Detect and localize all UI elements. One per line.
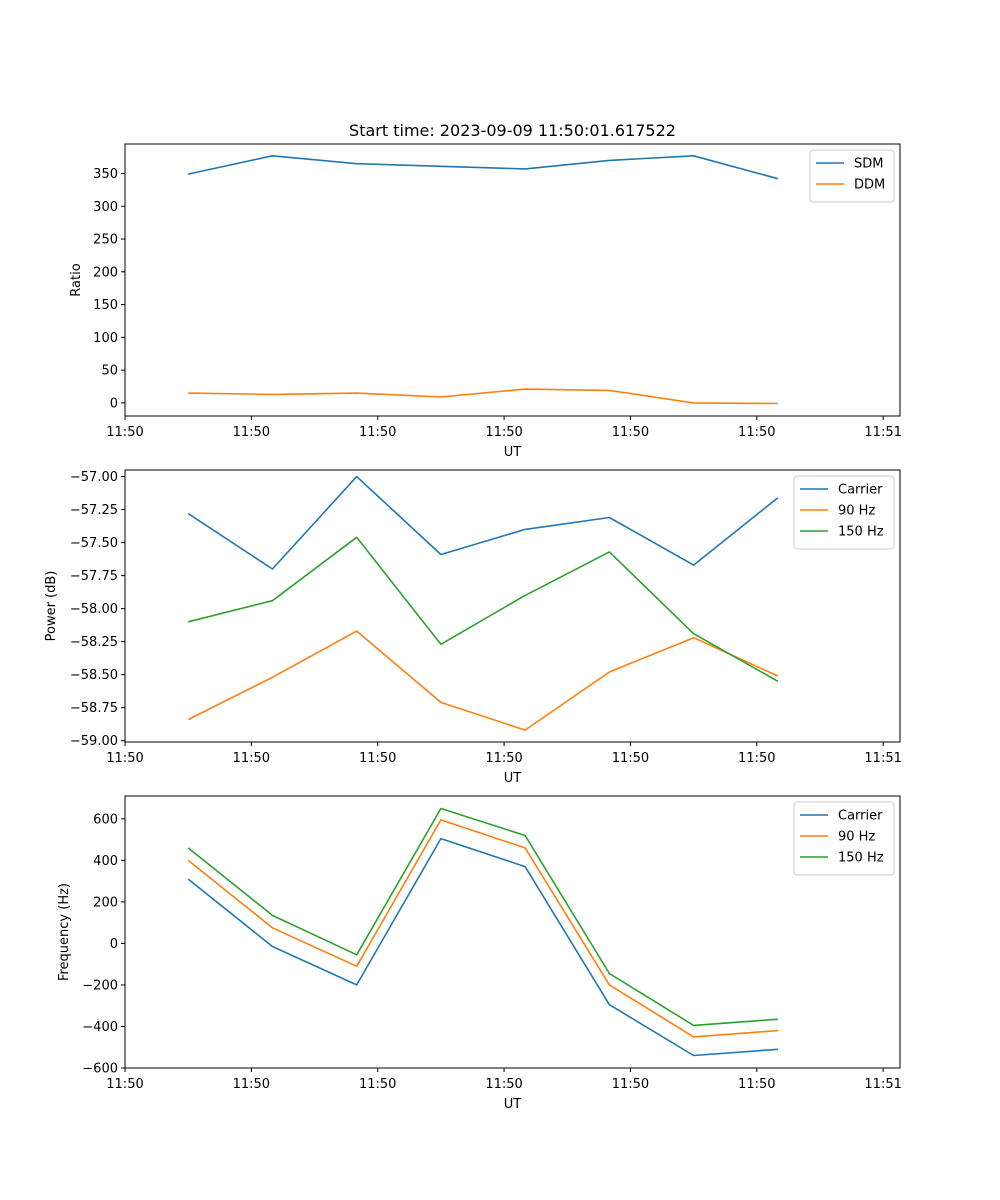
ratio-plot-marks: 11:50 11:50 11:50 11:50 11:50 11:50 11:51 0 50 10…: [93, 143, 902, 440]
ratio-y-tick-label: 150: [93, 298, 118, 313]
frequency-series-line-carrier: [187, 837, 778, 1057]
power-legend-label: 90 Hz: [838, 504, 875, 519]
ratio-y-axis-label: Ratio: [69, 263, 84, 296]
power-y-tick-label: −57.25: [70, 503, 118, 518]
power-x-tick-label: 11:50: [359, 751, 396, 766]
frequency-x-tick-label: 11:51: [864, 1077, 901, 1092]
frequency-series-line-90-hz: [187, 819, 778, 1038]
ratio-panel: 11:50 11:50 11:50 11:50 11:50 11:50 11:51 0 50 10…: [69, 143, 902, 460]
power-x-tick-label: 11:50: [106, 751, 143, 766]
frequency-panel: 11:50 11:50 11:50 11:50 11:50 11:50 11:51 −600 −…: [57, 795, 902, 1112]
ratio-x-tick-label: 11:50: [233, 425, 270, 440]
ratio-x-tick-label: 11:50: [359, 425, 396, 440]
frequency-y-tick-label: −400: [82, 1020, 118, 1035]
power-x-axis-label: UT: [504, 771, 522, 786]
power-legend-label: 150 Hz: [838, 525, 884, 540]
frequency-x-tick-label: 11:50: [106, 1077, 143, 1092]
power-x-tick-label: 11:50: [233, 751, 270, 766]
ratio-series-line-ddm: [188, 388, 778, 405]
frequency-legend: Carrier 90 Hz 150 Hz: [793, 801, 895, 876]
ratio-axes-frame: [124, 143, 901, 417]
power-y-tick-label: −57.75: [70, 569, 118, 584]
power-plot-marks: 11:50 11:50 11:50 11:50 11:50 11:50 11:51 −59.0…: [70, 469, 902, 766]
power-y-tick-label: −58.50: [70, 668, 118, 683]
chart-title: Start time: 2023-09-09 11:50:01.617522: [349, 121, 676, 140]
ratio-x-tick-label: 11:50: [485, 425, 522, 440]
power-y-tick-label: −59.00: [70, 734, 118, 749]
ratio-y-tick-label: 0: [110, 396, 118, 411]
ratio-x-axis-label: UT: [504, 445, 522, 460]
power-y-axis-label: Power (dB): [44, 571, 59, 642]
power-x-tick-label: 11:50: [612, 751, 649, 766]
ratio-x-tick-label: 11:50: [106, 425, 143, 440]
frequency-y-tick-label: 0: [110, 937, 118, 952]
frequency-y-tick-label: 200: [93, 895, 118, 910]
frequency-axes-frame: [124, 795, 901, 1069]
ratio-y-tick-label: 250: [93, 233, 118, 248]
ratio-y-tick-label: 300: [93, 200, 118, 215]
ratio-legend-label: DDM: [854, 178, 885, 193]
frequency-plot-marks: 11:50 11:50 11:50 11:50 11:50 11:50 11:51 −600 −…: [82, 795, 902, 1092]
power-y-tick-label: −58.25: [70, 635, 118, 650]
ratio-x-tick-label: 11:51: [864, 425, 901, 440]
ratio-y-tick-label: 200: [93, 265, 118, 280]
frequency-x-axis-label: UT: [504, 1097, 522, 1112]
ratio-x-tick-label: 11:50: [738, 425, 775, 440]
frequency-x-tick-label: 11:50: [233, 1077, 270, 1092]
ratio-x-tick-label: 11:50: [612, 425, 649, 440]
frequency-x-tick-label: 11:50: [612, 1077, 649, 1092]
ratio-y-tick-label: 50: [101, 364, 118, 379]
frequency-x-tick-label: 11:50: [359, 1077, 396, 1092]
frequency-y-tick-label: −600: [82, 1062, 118, 1077]
power-y-tick-label: −58.75: [70, 701, 118, 716]
power-legend-label: Carrier: [838, 483, 883, 498]
power-y-tick-label: −57.50: [70, 536, 118, 551]
frequency-series-line-150-hz: [187, 807, 778, 1027]
frequency-y-tick-label: 600: [93, 812, 118, 827]
frequency-legend-label: 150 Hz: [838, 851, 884, 866]
power-series-line-90-hz: [187, 630, 779, 731]
power-x-tick-label: 11:51: [864, 751, 901, 766]
ratio-legend: SDM DDM: [809, 149, 895, 203]
frequency-legend-label: 90 Hz: [838, 830, 875, 845]
ratio-y-tick-label: 100: [93, 331, 118, 346]
frequency-y-tick-label: −200: [82, 978, 118, 993]
ratio-legend-label: SDM: [854, 157, 883, 172]
ratio-y-tick-label: 350: [93, 167, 118, 182]
frequency-x-tick-label: 11:50: [485, 1077, 522, 1092]
power-series-line-carrier: [187, 475, 779, 570]
power-panel: 11:50 11:50 11:50 11:50 11:50 11:50 11:51 −59.0…: [44, 469, 902, 786]
ratio-series-line-sdm: [188, 155, 779, 180]
power-y-tick-label: −57.00: [70, 470, 118, 485]
power-legend: Carrier 90 Hz 150 Hz: [793, 475, 895, 550]
frequency-y-tick-label: 400: [93, 854, 118, 869]
power-y-tick-label: −58.00: [70, 602, 118, 617]
frequency-x-tick-label: 11:50: [738, 1077, 775, 1092]
frequency-y-axis-label: Frequency (Hz): [57, 883, 72, 981]
power-series-line-150-hz: [188, 536, 779, 682]
power-x-tick-label: 11:50: [485, 751, 522, 766]
frequency-legend-label: Carrier: [838, 809, 883, 824]
power-x-tick-label: 11:50: [738, 751, 775, 766]
power-axes-frame: [124, 469, 901, 743]
